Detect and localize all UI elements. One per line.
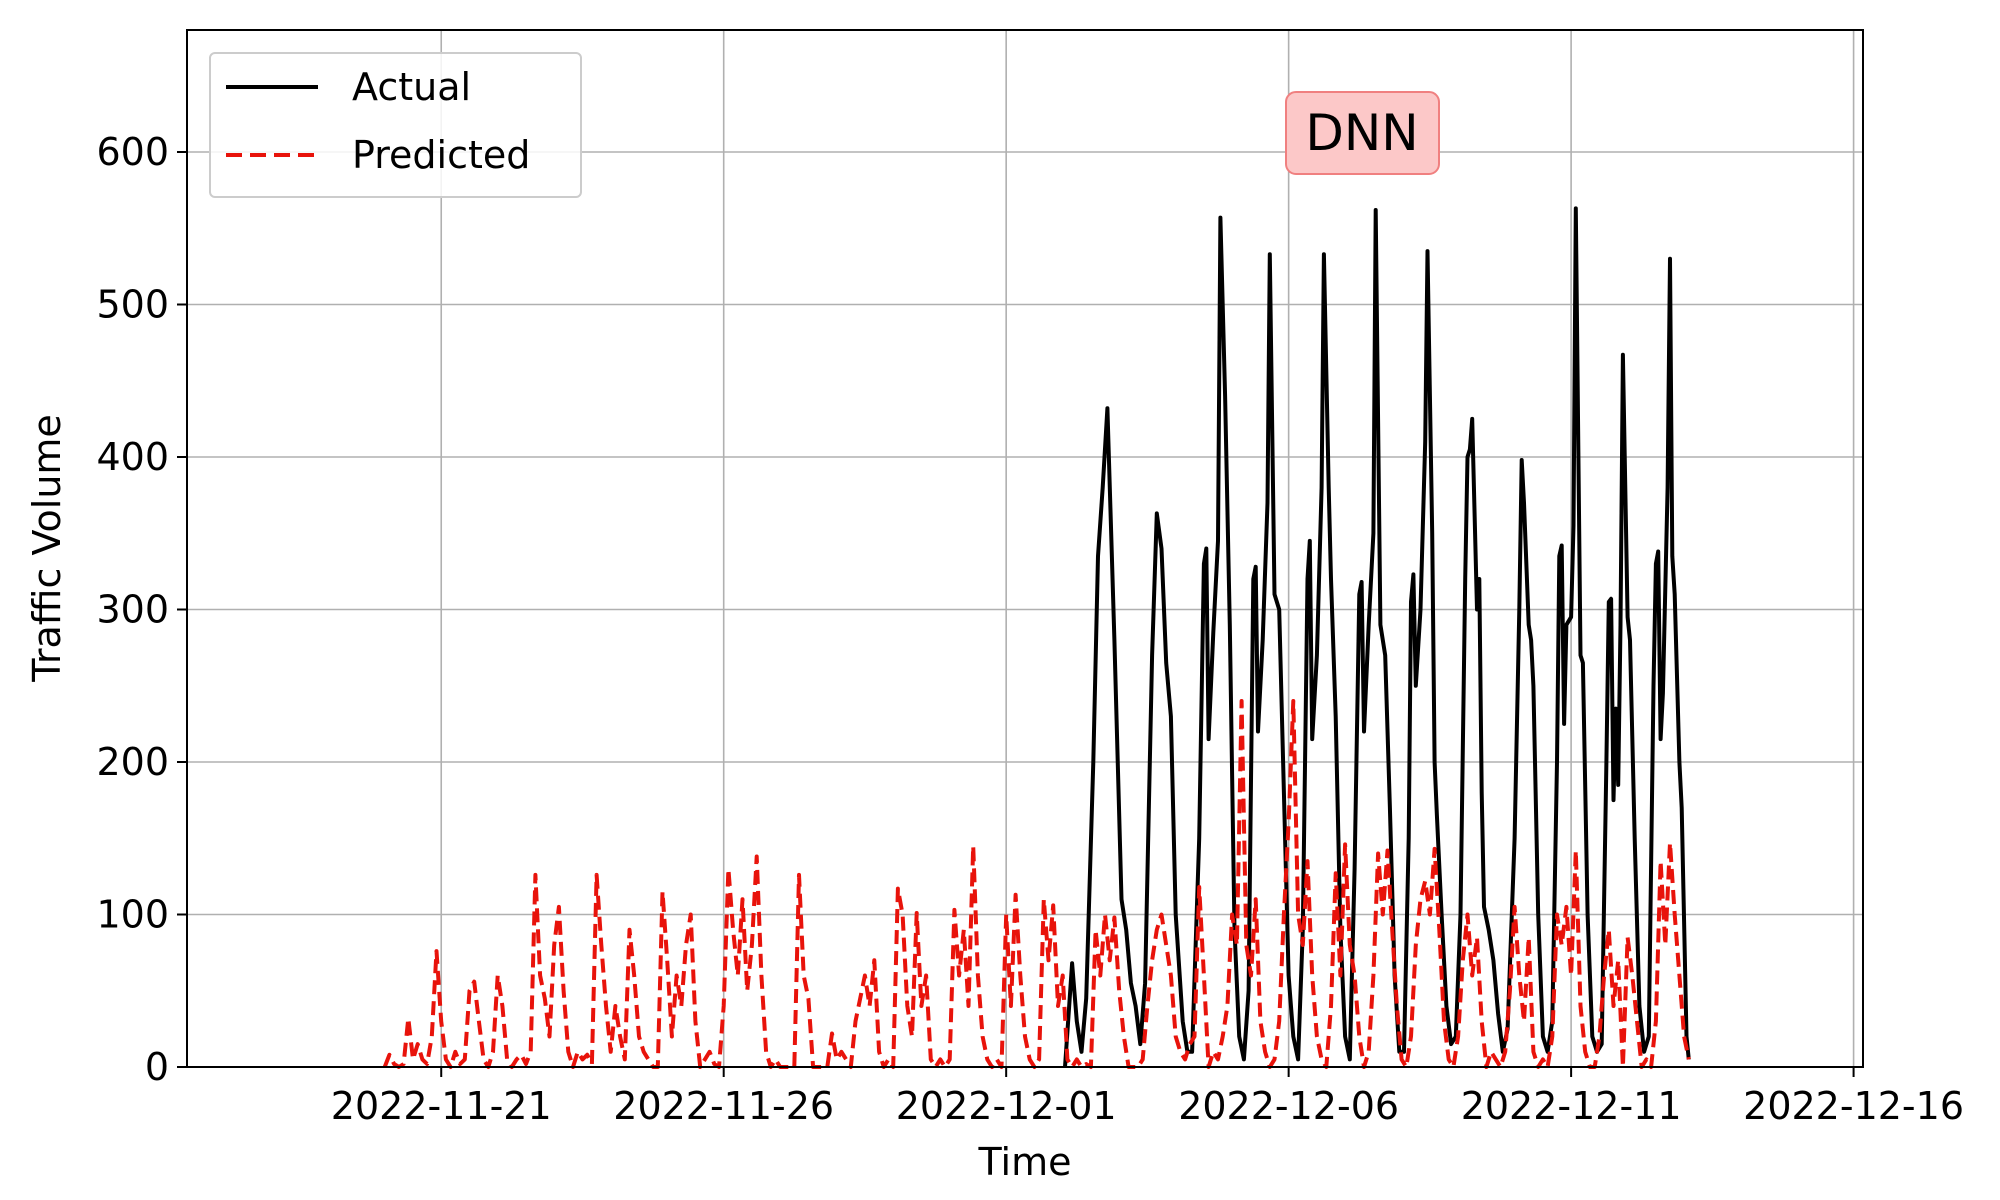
- x-tick-label: 2022-12-06: [1178, 1084, 1399, 1128]
- x-tick-label: 2022-11-26: [613, 1084, 834, 1128]
- y-tick-label: 100: [96, 893, 169, 937]
- grid-lines: [187, 30, 1863, 1068]
- y-tick-label: 500: [96, 283, 169, 327]
- y-tick-label: 600: [96, 130, 169, 174]
- y-tick-label: 200: [96, 740, 169, 784]
- series-line-predicted: [382, 699, 1691, 1069]
- legend: Actual Predicted: [209, 52, 582, 198]
- series-lines: [382, 206, 1691, 1069]
- y-tick-label: 0: [145, 1045, 169, 1089]
- model-annotation: DNN: [1285, 91, 1440, 175]
- x-tick-label: 2022-12-16: [1743, 1084, 1964, 1128]
- annotation-text: DNN: [1305, 104, 1418, 162]
- y-tick-label: 400: [96, 435, 169, 479]
- plot-area-frame: [186, 29, 1864, 1068]
- annotation-box: [1285, 91, 1440, 175]
- x-tick-label: 2022-12-11: [1461, 1084, 1682, 1128]
- y-tick-label: 300: [96, 588, 169, 632]
- legend-label-predicted: Predicted: [352, 133, 530, 177]
- y-axis-label: Traffic Volume: [25, 414, 69, 683]
- series-line-actual: [1063, 206, 1691, 1068]
- x-tick-label: 2022-12-01: [896, 1084, 1117, 1128]
- x-axis-label: Time: [978, 1140, 1072, 1184]
- x-axis-ticks: 2022-11-21 2022-11-26 2022-12-01 2022-12-06…: [331, 1067, 1964, 1128]
- x-tick-label: 2022-11-21: [331, 1084, 552, 1128]
- y-axis-ticks: 0 100 200 300 400 500 600: [96, 130, 187, 1089]
- legend-label-actual: Actual: [352, 65, 471, 109]
